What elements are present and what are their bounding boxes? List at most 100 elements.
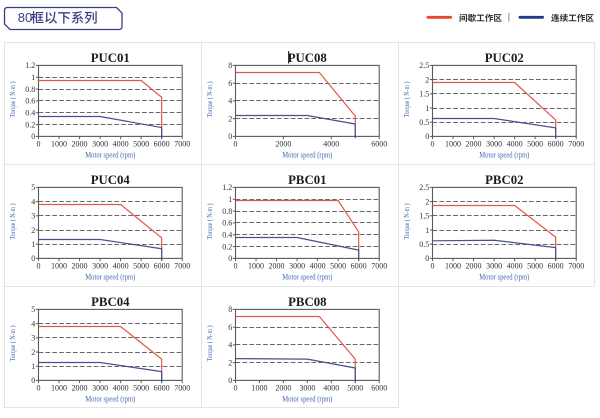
svg-text:5000: 5000 (330, 262, 346, 271)
svg-text:Torque ( N-m ): Torque ( N-m ) (206, 325, 214, 362)
svg-text:6000: 6000 (548, 262, 564, 271)
svg-text:1,5: 1,5 (419, 212, 429, 221)
svg-text:2000: 2000 (275, 140, 291, 149)
svg-text:Motor speed (rpm): Motor speed (rpm) (282, 151, 332, 160)
svg-text:0.2: 0.2 (25, 120, 35, 129)
svg-text:5: 5 (31, 305, 35, 314)
svg-text:0: 0 (37, 262, 41, 271)
svg-text:Motor speed (rpm): Motor speed (rpm) (479, 151, 529, 160)
svg-text:2: 2 (31, 348, 35, 357)
svg-text:PUC08: PUC08 (288, 51, 327, 65)
svg-text:2000: 2000 (466, 140, 482, 149)
svg-text:Motor speed (rpm): Motor speed (rpm) (282, 273, 332, 282)
svg-text:0.4: 0.4 (222, 231, 232, 240)
svg-text:0: 0 (425, 254, 429, 263)
svg-text:0: 0 (228, 132, 232, 141)
svg-text:2: 2 (425, 75, 429, 84)
svg-text:4000: 4000 (323, 140, 339, 149)
svg-text:0: 0 (228, 254, 232, 263)
svg-text:Motor speed (rpm): Motor speed (rpm) (479, 273, 529, 282)
svg-text:3000: 3000 (299, 384, 315, 393)
svg-text:PBC08: PBC08 (288, 295, 326, 309)
svg-text:1.5: 1.5 (419, 90, 429, 99)
svg-text:1.2: 1.2 (222, 183, 232, 192)
svg-text:4000: 4000 (507, 140, 523, 149)
svg-text:5000: 5000 (347, 384, 363, 393)
svg-text:4: 4 (31, 319, 35, 328)
svg-text:6000: 6000 (371, 384, 387, 393)
svg-text:0: 0 (431, 262, 435, 271)
svg-text:80: 80 (18, 10, 32, 25)
svg-text:Motor speed (rpm): Motor speed (rpm) (85, 273, 135, 282)
svg-text:1.2: 1.2 (25, 61, 35, 70)
svg-text:6: 6 (228, 79, 232, 88)
svg-text:5000: 5000 (527, 140, 543, 149)
svg-text:4000: 4000 (507, 262, 523, 271)
svg-text:PBC01: PBC01 (288, 173, 326, 187)
svg-text:4: 4 (31, 197, 35, 206)
svg-text:6: 6 (228, 323, 232, 332)
svg-text:3000: 3000 (289, 262, 305, 271)
svg-text:0.8: 0.8 (25, 85, 35, 94)
svg-text:0: 0 (425, 132, 429, 141)
svg-text:Torque ( N-m ): Torque ( N-m ) (206, 81, 214, 118)
svg-text:2000: 2000 (275, 384, 291, 393)
svg-text:3000: 3000 (92, 140, 108, 149)
svg-text:0: 0 (31, 132, 35, 141)
svg-text:8: 8 (228, 305, 232, 314)
svg-text:4: 4 (228, 97, 232, 106)
svg-text:2000: 2000 (72, 262, 88, 271)
svg-text:2: 2 (31, 226, 35, 235)
svg-text:0: 0 (228, 376, 232, 385)
svg-text:Torque ( N-m ): Torque ( N-m ) (9, 81, 17, 118)
svg-text:3000: 3000 (92, 262, 108, 271)
svg-text:Torque ( N-m ): Torque ( N-m ) (206, 203, 214, 240)
svg-text:2: 2 (228, 358, 232, 367)
svg-text:8: 8 (228, 61, 232, 70)
svg-text:5: 5 (31, 183, 35, 192)
svg-text:1: 1 (228, 195, 232, 204)
svg-text:3: 3 (31, 212, 35, 221)
svg-text:4000: 4000 (323, 384, 339, 393)
svg-text:2000: 2000 (269, 262, 285, 271)
svg-text:5000: 5000 (133, 140, 149, 149)
svg-text:3000: 3000 (486, 140, 502, 149)
svg-text:0: 0 (431, 140, 435, 149)
svg-text:2000: 2000 (72, 140, 88, 149)
svg-text:0.5: 0.5 (419, 118, 429, 127)
svg-text:1000: 1000 (51, 140, 67, 149)
svg-text:4: 4 (228, 341, 232, 350)
svg-text:0.4: 0.4 (25, 109, 35, 118)
svg-text:0.6: 0.6 (222, 219, 232, 228)
svg-text:1000: 1000 (445, 262, 461, 271)
svg-text:1000: 1000 (248, 262, 264, 271)
svg-text:5000: 5000 (133, 262, 149, 271)
svg-text:3000: 3000 (92, 384, 108, 393)
svg-text:2000: 2000 (72, 384, 88, 393)
svg-text:2.5: 2.5 (419, 183, 429, 192)
svg-text:0: 0 (37, 384, 41, 393)
svg-text:7000: 7000 (174, 262, 190, 271)
svg-text:2000: 2000 (466, 262, 482, 271)
svg-text:0: 0 (234, 384, 238, 393)
svg-text:0: 0 (37, 140, 41, 149)
svg-text:0.5: 0.5 (419, 240, 429, 249)
svg-text:PBC02: PBC02 (485, 173, 523, 187)
svg-text:5000: 5000 (133, 384, 149, 393)
svg-text:Torque ( N-m ): Torque ( N-m ) (403, 203, 411, 240)
svg-text:6000: 6000 (154, 140, 170, 149)
svg-text:0.6: 0.6 (25, 97, 35, 106)
svg-text:2.5: 2.5 (419, 61, 429, 70)
svg-text:1: 1 (31, 240, 35, 249)
svg-text:0.2: 0.2 (222, 242, 232, 251)
svg-text:PBC04: PBC04 (91, 295, 130, 309)
svg-text:PUC04: PUC04 (91, 173, 131, 187)
svg-text:Torque ( N-m ): Torque ( N-m ) (9, 203, 17, 240)
svg-text:6000: 6000 (548, 140, 564, 149)
svg-text:2: 2 (425, 197, 429, 206)
svg-text:Motor speed (rpm): Motor speed (rpm) (85, 151, 135, 160)
svg-text:7000: 7000 (174, 140, 190, 149)
svg-text:Torque ( N-m ): Torque ( N-m ) (403, 81, 411, 118)
svg-text:Torque ( N-m ): Torque ( N-m ) (9, 325, 17, 362)
svg-text:1: 1 (31, 362, 35, 371)
